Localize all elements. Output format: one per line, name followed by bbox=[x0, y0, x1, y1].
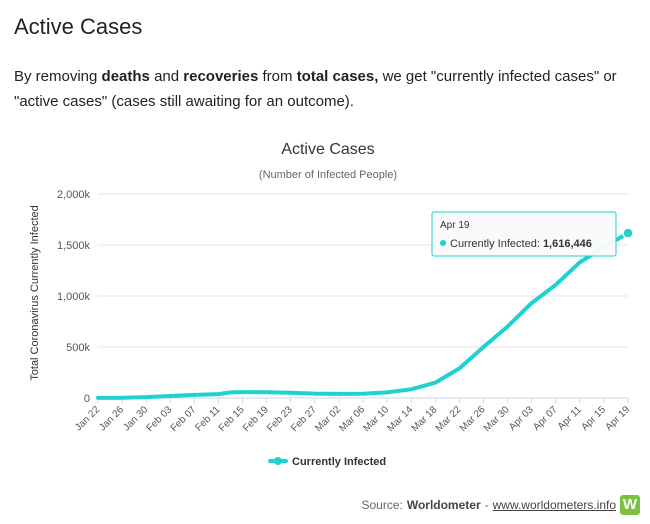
data-point bbox=[289, 391, 293, 395]
y-tick-label: 1,500k bbox=[57, 240, 91, 252]
tooltip: Apr 19 Currently Infected: 1,616,446 bbox=[431, 211, 617, 257]
x-tick-label: Mar 02 bbox=[313, 404, 343, 434]
x-tick-label: Mar 06 bbox=[337, 404, 367, 434]
tooltip-box bbox=[431, 211, 617, 257]
intro-bold-deaths: deaths bbox=[101, 68, 150, 85]
data-point bbox=[457, 366, 461, 370]
intro-bold-recoveries: recoveries bbox=[183, 68, 259, 85]
data-point bbox=[313, 392, 317, 396]
data-point bbox=[241, 390, 244, 394]
data-point bbox=[361, 392, 365, 396]
x-tick-label: Jan 22 bbox=[73, 404, 102, 433]
intro-text: and bbox=[149, 68, 184, 85]
x-tick-label: Mar 14 bbox=[386, 404, 416, 434]
x-tick-label: Feb 19 bbox=[241, 404, 271, 434]
worldometer-logo-icon: W bbox=[620, 495, 640, 515]
data-point bbox=[168, 394, 172, 398]
data-point bbox=[530, 301, 534, 305]
x-tick-label: Feb 15 bbox=[217, 404, 247, 434]
data-point bbox=[385, 390, 389, 394]
chart-container: Active Cases (Number of Infected People)… bbox=[0, 128, 650, 480]
data-point bbox=[229, 390, 232, 394]
x-tick-label: Apr 07 bbox=[531, 404, 560, 433]
tooltip-value: 1,616,446 bbox=[543, 238, 592, 250]
tooltip-date: Apr 19 bbox=[440, 220, 470, 231]
source-separator: - bbox=[484, 498, 489, 512]
x-tick-label: Mar 18 bbox=[410, 404, 440, 434]
x-tick-label: Mar 26 bbox=[458, 404, 488, 434]
legend[interactable]: Currently Infected bbox=[268, 456, 386, 468]
data-point bbox=[409, 387, 413, 391]
y-tick-label: 500k bbox=[66, 342, 90, 354]
data-point bbox=[433, 381, 437, 385]
plot-area bbox=[96, 227, 634, 400]
x-tick-label: Feb 03 bbox=[145, 404, 175, 434]
intro-text: By removing bbox=[14, 68, 102, 85]
y-tick-label: 2,000k bbox=[57, 189, 91, 201]
data-point bbox=[192, 393, 196, 397]
intro-text: from bbox=[258, 68, 297, 85]
intro-bold-total-cases: total cases, bbox=[296, 68, 379, 85]
x-tick-label: Mar 30 bbox=[482, 404, 512, 434]
data-point bbox=[337, 392, 341, 396]
data-point bbox=[578, 260, 582, 264]
data-point bbox=[482, 345, 485, 349]
y-axis-ticks: 0 500k 1,000k 1,500k 2,000k bbox=[57, 189, 91, 405]
tooltip-marker bbox=[440, 240, 446, 246]
intro-text: we get "currently infected cases" or "ac… bbox=[14, 68, 617, 110]
x-tick-label: Jan 26 bbox=[97, 404, 126, 433]
x-tick-label: Apr 03 bbox=[507, 404, 536, 433]
chart-title: Active Cases bbox=[281, 141, 374, 158]
series-line-currently-infected bbox=[96, 231, 630, 400]
source-prefix: Source: bbox=[361, 498, 403, 512]
x-tick-label: Feb 07 bbox=[169, 404, 199, 434]
highlighted-point bbox=[622, 227, 634, 239]
x-tick-label: Apr 15 bbox=[579, 404, 608, 433]
page-title: Active Cases bbox=[14, 14, 143, 39]
x-tick-label: Mar 22 bbox=[434, 404, 464, 434]
x-tick-label: Mar 10 bbox=[361, 404, 391, 434]
intro-paragraph: By removing deaths and recoveries from t… bbox=[14, 64, 638, 114]
data-point bbox=[554, 283, 558, 287]
y-tick-label: 1,000k bbox=[57, 291, 91, 303]
x-tick-label: Apr 11 bbox=[556, 404, 584, 432]
x-tick-label: Apr 19 bbox=[604, 404, 633, 433]
chart-subtitle: (Number of Infected People) bbox=[259, 169, 397, 181]
data-point bbox=[96, 396, 100, 400]
active-cases-chart[interactable]: Active Cases (Number of Infected People)… bbox=[0, 128, 650, 480]
x-tick-label: Feb 23 bbox=[265, 404, 295, 434]
tooltip-label: Currently Infected: 1,616,446 bbox=[450, 238, 592, 250]
data-point bbox=[144, 395, 148, 399]
data-point bbox=[506, 325, 509, 329]
x-tick-label: Feb 27 bbox=[289, 404, 319, 434]
data-point bbox=[217, 392, 220, 396]
legend-symbol-marker bbox=[274, 457, 282, 465]
source-credit: Source: Worldometer - www.worldometers.i… bbox=[361, 494, 640, 516]
data-point bbox=[120, 396, 124, 400]
y-tick-label: 0 bbox=[84, 393, 90, 405]
legend-label: Currently Infected bbox=[292, 456, 386, 468]
source-name: Worldometer bbox=[406, 498, 481, 512]
data-point bbox=[265, 390, 269, 394]
y-axis-label: Total Coronavirus Currently Infected bbox=[29, 205, 41, 380]
source-link[interactable]: www.worldometers.info bbox=[492, 498, 616, 512]
